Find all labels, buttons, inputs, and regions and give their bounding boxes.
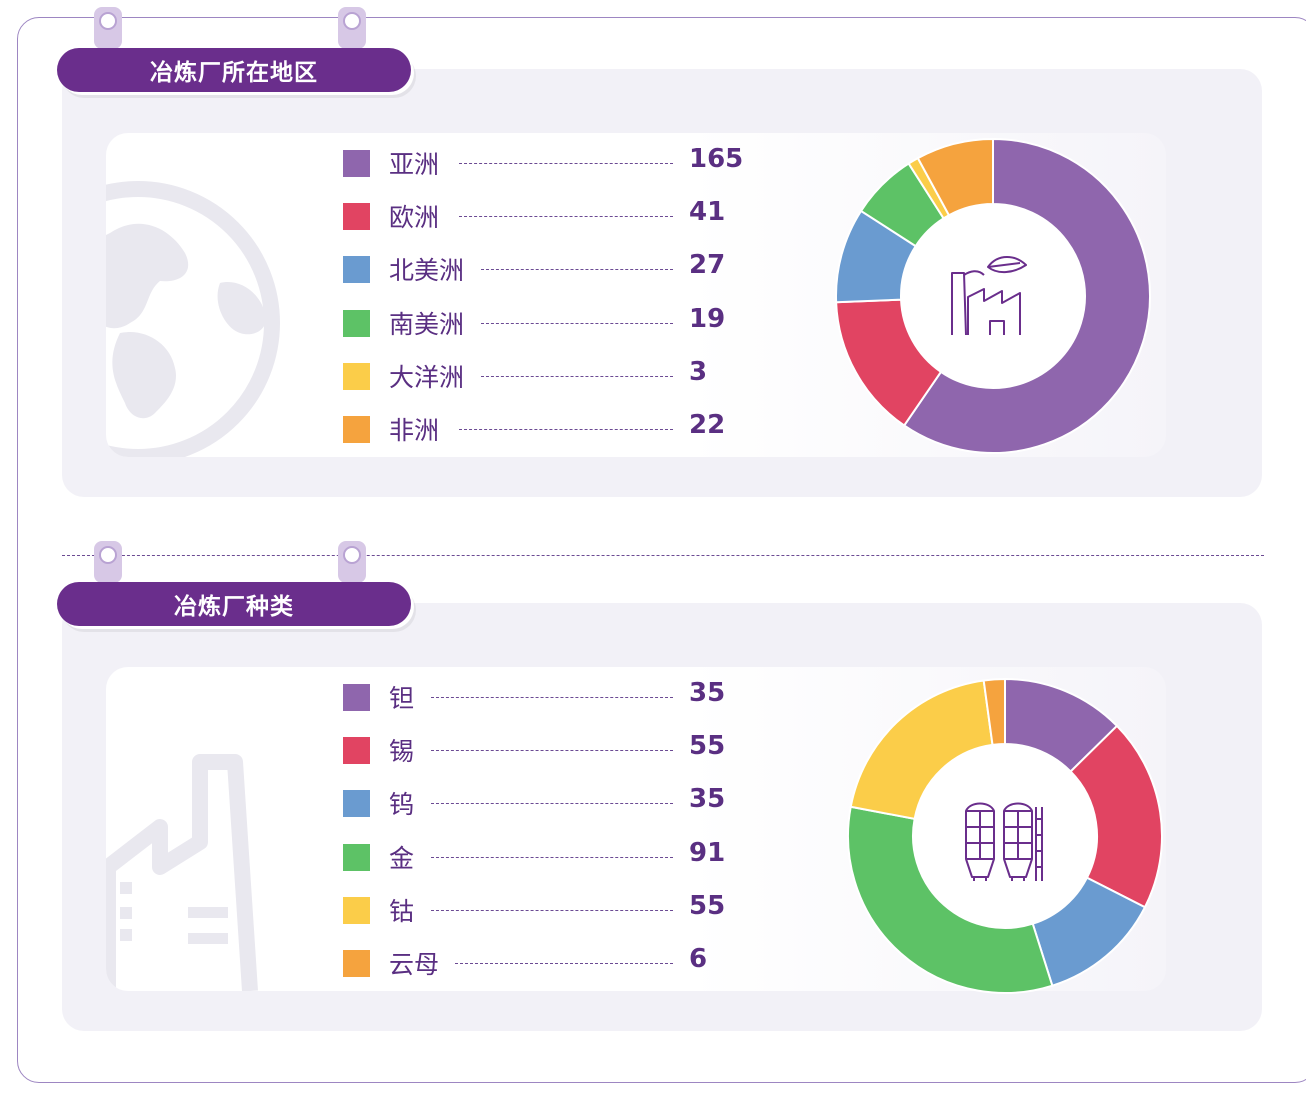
legend-label: 大洋洲: [389, 362, 465, 392]
leader-line: [431, 909, 673, 911]
factory-icon: [106, 754, 258, 991]
leader-line: [431, 803, 673, 805]
leader-line: [481, 269, 673, 271]
legend-item: 南美洲 19: [343, 304, 763, 357]
legend-value: 55: [689, 890, 726, 921]
binder-rings-1: [92, 7, 366, 49]
legend-swatch: [343, 737, 370, 765]
legend-value: 55: [689, 731, 726, 762]
region-donut-chart: [834, 137, 1152, 455]
leader-line: [455, 962, 673, 964]
globe-icon: [106, 181, 280, 457]
legend-swatch: [343, 949, 370, 977]
type-title: 冶炼厂种类: [57, 582, 411, 626]
legend-value: 35: [689, 784, 726, 815]
legend-label: 钽: [389, 684, 415, 713]
factory-leaf-icon: [951, 256, 1027, 336]
leader-line: [431, 856, 673, 858]
legend-label: 金: [389, 843, 415, 873]
legend-label: 钴: [389, 896, 415, 926]
legend-item: 欧洲 41: [343, 197, 763, 250]
legend-label: 亚洲: [389, 150, 440, 179]
legend-item: 云母 6: [343, 944, 763, 997]
leader-line: [481, 375, 673, 377]
legend-value: 3: [689, 356, 708, 387]
outer-frame: [17, 17, 1306, 1083]
legend-label: 云母: [389, 949, 440, 979]
silo-icon: [965, 802, 1043, 881]
legend-item: 钨 35: [343, 784, 763, 837]
legend-label: 钨: [389, 790, 415, 820]
legend-item: 大洋洲 3: [343, 357, 763, 410]
legend-swatch: [343, 203, 370, 231]
legend-item: 亚洲 165: [343, 144, 763, 197]
binder-rings-2: [92, 541, 366, 583]
binder-ring: [338, 7, 366, 49]
legend-swatch: [343, 256, 370, 284]
legend-swatch: [343, 309, 370, 337]
legend-label: 锡: [389, 737, 415, 767]
legend-swatch: [343, 896, 370, 924]
binder-ring: [94, 541, 122, 583]
leader-line: [459, 216, 673, 218]
legend-value: 27: [689, 250, 726, 281]
region-title: 冶炼厂所在地区: [57, 48, 411, 92]
legend-value: 6: [689, 943, 708, 974]
type-legend: 钽 35 锡 55 钨 35 金 91 钴 55 云母 6: [343, 678, 763, 997]
legend-value: 19: [689, 303, 726, 334]
legend-label: 南美洲: [389, 309, 465, 339]
leader-line: [481, 322, 673, 324]
legend-swatch: [343, 843, 370, 871]
legend-item: 锡 55: [343, 731, 763, 784]
legend-swatch: [343, 362, 370, 390]
leader-line: [459, 428, 673, 430]
legend-item: 北美洲 27: [343, 250, 763, 303]
region-legend: 亚洲 165 欧洲 41 北美洲 27 南美洲 19 大洋洲 3 非洲 22: [343, 144, 763, 463]
leader-line: [431, 697, 673, 698]
legend-swatch: [343, 415, 370, 443]
legend-swatch: [343, 790, 370, 818]
type-donut-chart: [846, 677, 1164, 995]
legend-label: 北美洲: [389, 256, 465, 286]
legend-item: 非洲 22: [343, 410, 763, 463]
legend-value: 35: [689, 678, 726, 708]
leader-line: [431, 750, 673, 752]
legend-value: 165: [689, 144, 744, 174]
legend-swatch: [343, 150, 370, 177]
leader-line: [459, 163, 673, 164]
legend-value: 91: [689, 837, 726, 868]
legend-item: 金 91: [343, 838, 763, 891]
legend-value: 41: [689, 197, 726, 228]
legend-label: 非洲: [389, 415, 440, 445]
legend-item: 钴 55: [343, 891, 763, 944]
legend-value: 22: [689, 409, 726, 440]
binder-ring: [338, 541, 366, 583]
legend-swatch: [343, 684, 370, 711]
section-divider: [62, 555, 1264, 556]
binder-ring: [94, 7, 122, 49]
legend-label: 欧洲: [389, 203, 440, 233]
legend-item: 钽 35: [343, 678, 763, 731]
